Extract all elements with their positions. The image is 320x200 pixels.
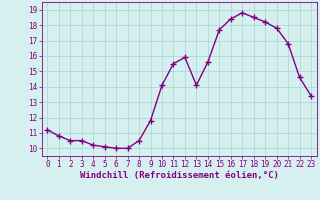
X-axis label: Windchill (Refroidissement éolien,°C): Windchill (Refroidissement éolien,°C) — [80, 171, 279, 180]
